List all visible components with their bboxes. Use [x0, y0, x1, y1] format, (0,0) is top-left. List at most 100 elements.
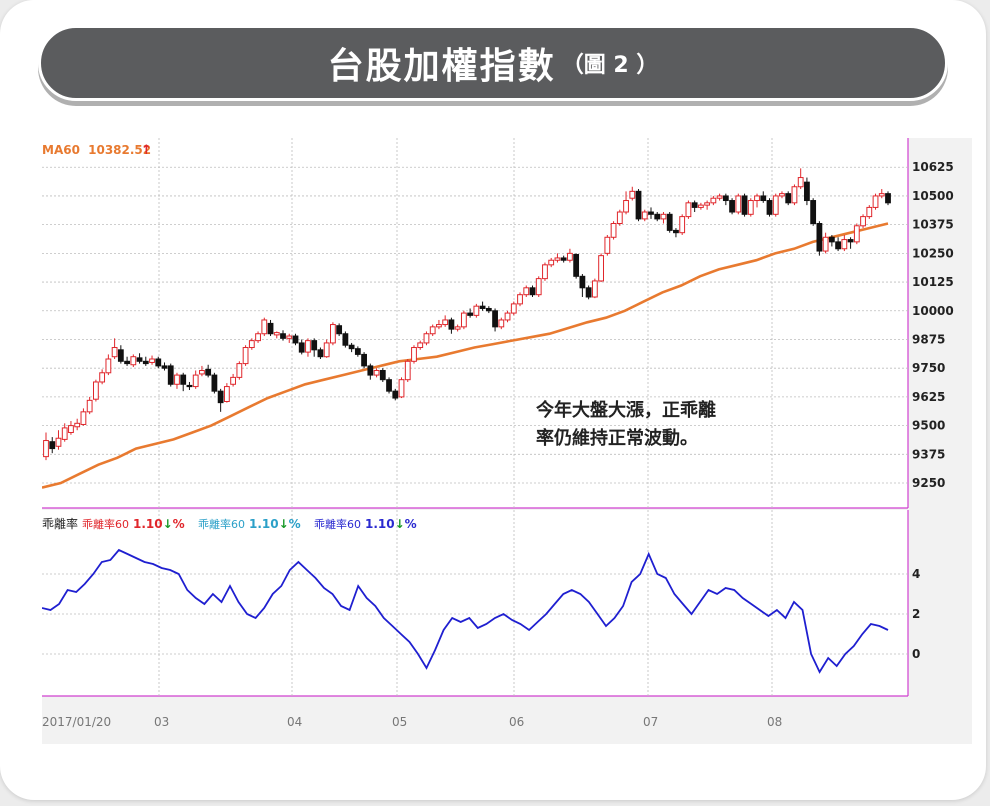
legend-entry: 乖離率60 1.10↓%: [314, 517, 417, 531]
candle: [223, 383, 230, 403]
candle-body: [485, 307, 492, 312]
candle-body: [105, 358, 112, 374]
candle-body: [791, 186, 798, 204]
candle-body: [704, 202, 711, 206]
candle: [367, 363, 374, 380]
candle-body: [411, 347, 417, 362]
candles: [43, 168, 891, 461]
candle: [448, 317, 455, 334]
main-y-tick-label: 10125: [912, 275, 954, 289]
candle: [504, 310, 511, 323]
candle: [779, 191, 785, 199]
candle: [460, 310, 467, 330]
candle: [354, 346, 361, 357]
candle: [853, 223, 860, 245]
candle: [174, 372, 180, 389]
candle: [610, 221, 617, 240]
candle: [635, 189, 642, 222]
candle: [454, 324, 461, 332]
candle-body: [722, 195, 729, 202]
sub-grid: [42, 510, 908, 696]
candle-body: [679, 216, 686, 234]
candle-body: [298, 342, 305, 353]
sub-y-axis: 4 2 0: [912, 567, 920, 661]
candle: [666, 212, 673, 233]
sub-y-tick-label: 4: [912, 567, 920, 581]
candle: [330, 322, 336, 346]
candle: [86, 396, 93, 415]
candle: [485, 306, 492, 314]
legend-label: 乖離率60: [314, 517, 361, 531]
x-axis: 2017/01/20 03 04 05 06 07 08: [42, 715, 782, 729]
candle: [535, 276, 542, 297]
main-grid: [42, 138, 908, 508]
candle: [623, 191, 629, 215]
candle-body: [136, 357, 143, 362]
deviation-line: [41, 548, 889, 674]
candle-body: [729, 200, 735, 213]
candle-body: [479, 305, 486, 309]
candle: [704, 200, 711, 210]
main-y-tick-label: 9625: [912, 390, 945, 404]
candle: [866, 205, 873, 219]
candle: [280, 330, 286, 341]
candle-body: [361, 353, 367, 367]
candle: [741, 193, 748, 217]
candle-body: [373, 369, 380, 376]
legend-label: 乖離率60: [82, 517, 129, 531]
candle-body: [167, 365, 174, 385]
sub-pane: [42, 510, 908, 696]
candle-body: [554, 257, 561, 261]
candle-body: [130, 356, 137, 366]
candle: [797, 168, 804, 190]
candle: [766, 198, 773, 217]
candle-body: [142, 360, 149, 365]
candle: [142, 356, 149, 366]
candle: [411, 345, 417, 364]
candle-body: [598, 255, 604, 282]
x-tick-label: 07: [643, 715, 658, 729]
candle: [585, 285, 592, 300]
candle-body: [691, 202, 698, 208]
candle: [404, 359, 411, 382]
ma-name: MA60: [42, 143, 80, 157]
legend-unit: %: [405, 517, 417, 531]
candle-body: [885, 193, 891, 204]
candle: [816, 221, 823, 256]
candle-body: [305, 340, 311, 353]
candle-body: [111, 347, 118, 358]
candle-body: [68, 425, 74, 434]
candle: [267, 319, 274, 337]
candle: [567, 248, 573, 263]
candle-body: [772, 195, 779, 215]
candle: [149, 355, 155, 365]
candle-body: [785, 193, 792, 204]
candle-body: [492, 310, 498, 328]
candle-body: [567, 252, 573, 261]
candle: [760, 191, 767, 203]
candle-body: [80, 411, 87, 425]
candle-body: [49, 441, 56, 450]
candle: [186, 381, 193, 391]
candle: [417, 340, 424, 350]
candle: [716, 193, 723, 201]
legend-arrow: ↓: [163, 517, 173, 531]
candle: [473, 303, 480, 318]
candle: [342, 331, 349, 348]
candle: [860, 214, 866, 229]
candle-body: [673, 229, 679, 234]
candle: [68, 421, 74, 435]
candle-body: [192, 374, 199, 388]
candle: [554, 253, 561, 263]
candle: [710, 195, 717, 206]
candle: [573, 253, 580, 279]
candle: [386, 377, 392, 394]
candle-body: [392, 390, 399, 399]
candle: [841, 234, 848, 252]
candle-body: [161, 365, 168, 369]
candle-body: [666, 213, 673, 231]
chart-svg: 10625 10500 10375 10250 10125 10000 9875 9750 96…: [41, 138, 954, 729]
candle: [772, 193, 779, 217]
candle: [835, 237, 842, 252]
candle-body: [847, 239, 854, 243]
